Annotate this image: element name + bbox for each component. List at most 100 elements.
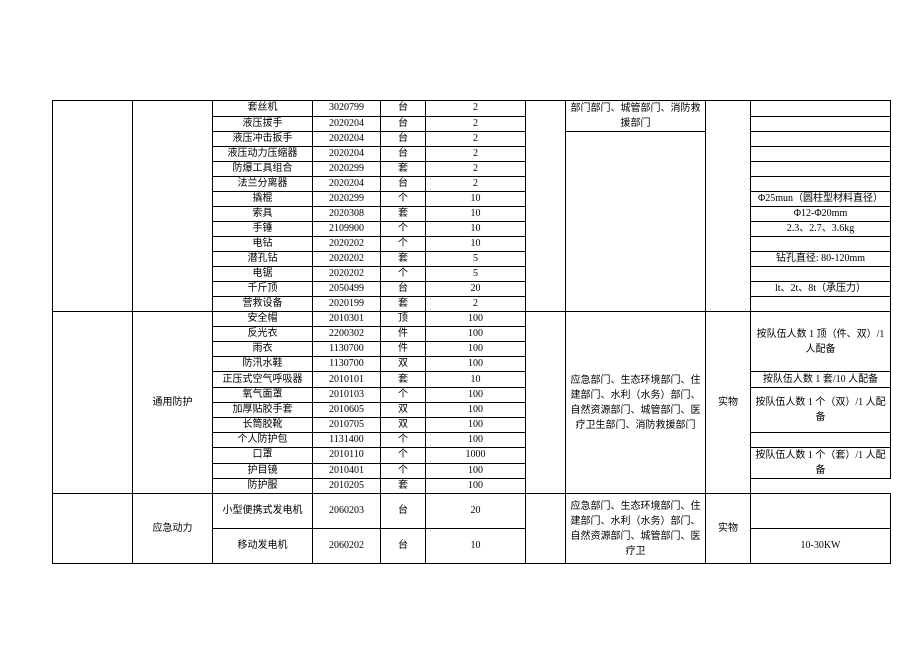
blank-narrow	[526, 312, 566, 494]
item-name: 潜孔钻	[213, 252, 313, 267]
item-name: 移动发电机	[213, 529, 313, 564]
item-name: 雨衣	[213, 342, 313, 357]
item-code: 2020204	[313, 116, 381, 132]
item-unit: 台	[381, 282, 426, 297]
item-code: 2010103	[313, 388, 381, 403]
item-code: 2020299	[313, 162, 381, 177]
item-code: 2020202	[313, 252, 381, 267]
item-code: 2010110	[313, 448, 381, 464]
item-code: 2200302	[313, 327, 381, 342]
remark-cell	[751, 147, 891, 162]
item-qty: 10	[426, 237, 526, 252]
item-unit: 套	[381, 372, 426, 388]
remark-cell	[751, 132, 891, 147]
item-qty: 100	[426, 312, 526, 327]
item-unit: 套	[381, 479, 426, 494]
remark-cell: 钻孔直径: 80-120mm	[751, 252, 891, 267]
form-cell	[706, 101, 751, 312]
item-name: 个人防护包	[213, 433, 313, 448]
item-name: 长筒胶靴	[213, 418, 313, 433]
item-name: 法兰分离器	[213, 177, 313, 192]
form-cell: 实物	[706, 494, 751, 564]
item-name: 撬棍	[213, 192, 313, 207]
item-code: 2010605	[313, 403, 381, 418]
remark-cell	[751, 433, 891, 448]
item-qty: 20	[426, 494, 526, 529]
remark-cell	[751, 267, 891, 282]
item-name: 正压式空气呼吸器	[213, 372, 313, 388]
item-name: 防护服	[213, 479, 313, 494]
item-unit: 件	[381, 342, 426, 357]
blank-narrow	[526, 101, 566, 312]
item-qty: 2	[426, 132, 526, 147]
item-code: 2020299	[313, 192, 381, 207]
item-qty: 100	[426, 327, 526, 342]
item-qty: 100	[426, 479, 526, 494]
item-qty: 100	[426, 342, 526, 357]
item-name: 口罩	[213, 448, 313, 464]
item-qty: 10	[426, 222, 526, 237]
item-code: 2060202	[313, 529, 381, 564]
remark-cell: 10-30KW	[751, 529, 891, 564]
item-code: 2010401	[313, 463, 381, 479]
item-qty: 100	[426, 433, 526, 448]
item-name: 护目镜	[213, 463, 313, 479]
item-unit: 个	[381, 448, 426, 464]
item-name: 营救设备	[213, 297, 313, 312]
item-qty: 10	[426, 529, 526, 564]
table-row: 应急动力小型便携式发电机2060203台20应急部门、生态环境部门、住建部门、水…	[53, 494, 891, 529]
remark-cell: 按队伍人数 1 顶（件、双）/1 人配备	[751, 312, 891, 372]
remark-cell	[751, 116, 891, 132]
item-code: 2020204	[313, 147, 381, 162]
item-name: 氧气面罩	[213, 388, 313, 403]
item-unit: 台	[381, 177, 426, 192]
item-qty: 2	[426, 116, 526, 132]
category-cell: 通用防护	[133, 312, 213, 494]
table-row: 通用防护安全帽2010301顶100应急部门、生态环境部门、住建部门、水利（水务…	[53, 312, 891, 327]
blank-narrow	[526, 494, 566, 564]
item-unit: 台	[381, 529, 426, 564]
item-code: 2020308	[313, 207, 381, 222]
category-cell: 应急动力	[133, 494, 213, 564]
remark-cell: Φ25mun（圆柱型材料直径）	[751, 192, 891, 207]
item-qty: 2	[426, 162, 526, 177]
item-name: 反光衣	[213, 327, 313, 342]
item-unit: 双	[381, 418, 426, 433]
dept-cell: 应急部门、生态环境部门、住建部门、水利（水务）部门、自然资源部门、城管部门、医疗…	[566, 312, 706, 494]
item-unit: 台	[381, 494, 426, 529]
item-unit: 个	[381, 192, 426, 207]
item-code: 2020199	[313, 297, 381, 312]
item-unit: 台	[381, 132, 426, 147]
item-unit: 套	[381, 162, 426, 177]
item-qty: 2	[426, 297, 526, 312]
item-qty: 100	[426, 463, 526, 479]
table-row: 套丝机3020799台2部门部门、城管部门、消防救援部门	[53, 101, 891, 117]
blank-col	[53, 312, 133, 494]
item-name: 电锯	[213, 267, 313, 282]
item-unit: 个	[381, 463, 426, 479]
item-name: 套丝机	[213, 101, 313, 117]
item-name: 千斤顶	[213, 282, 313, 297]
item-unit: 台	[381, 147, 426, 162]
item-unit: 双	[381, 357, 426, 372]
dept-cell: 应急部门、生态环境部门、住建部门、水利（水务）部门、自然资源部门、城管部门、医疗…	[566, 494, 706, 564]
item-unit: 双	[381, 403, 426, 418]
item-qty: 100	[426, 388, 526, 403]
item-code: 2010705	[313, 418, 381, 433]
item-qty: 10	[426, 207, 526, 222]
category-cell	[133, 101, 213, 312]
remark-cell	[751, 162, 891, 177]
item-qty: 5	[426, 267, 526, 282]
item-qty: 100	[426, 418, 526, 433]
item-unit: 个	[381, 433, 426, 448]
item-name: 液压拔手	[213, 116, 313, 132]
remark-cell	[751, 177, 891, 192]
item-qty: 2	[426, 101, 526, 117]
item-unit: 个	[381, 388, 426, 403]
remark-cell	[751, 494, 891, 529]
remark-cell: 按队伍人数 1 套/10 人配备	[751, 372, 891, 388]
remark-cell	[751, 297, 891, 312]
item-code: 2020204	[313, 132, 381, 147]
item-unit: 个	[381, 267, 426, 282]
item-name: 安全帽	[213, 312, 313, 327]
